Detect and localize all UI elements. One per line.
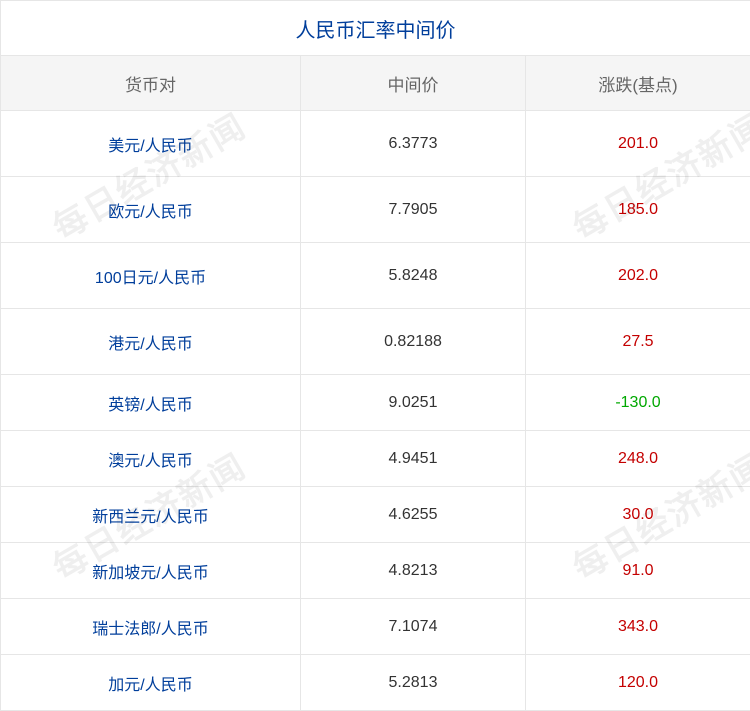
- cell-mid: 0.82188: [301, 309, 526, 375]
- cell-pair: 100日元/人民币: [1, 243, 301, 309]
- table-body: 美元/人民币6.3773201.0欧元/人民币7.7905185.0100日元/…: [1, 111, 750, 711]
- cell-pair: 英镑/人民币: [1, 375, 301, 431]
- cell-change: 343.0: [526, 599, 750, 655]
- cell-change: 201.0: [526, 111, 750, 177]
- cell-pair: 欧元/人民币: [1, 177, 301, 243]
- cell-change: 120.0: [526, 655, 750, 711]
- col-header-mid: 中间价: [301, 56, 526, 111]
- cell-pair: 港元/人民币: [1, 309, 301, 375]
- cell-pair: 加元/人民币: [1, 655, 301, 711]
- cell-change: -130.0: [526, 375, 750, 431]
- cell-change: 185.0: [526, 177, 750, 243]
- header-row: 货币对 中间价 涨跌(基点): [1, 56, 750, 111]
- cell-mid: 7.7905: [301, 177, 526, 243]
- cell-change: 27.5: [526, 309, 750, 375]
- table-row: 加元/人民币5.2813120.0: [1, 655, 750, 711]
- cell-pair: 新西兰元/人民币: [1, 487, 301, 543]
- table-title: 人民币汇率中间价: [1, 1, 750, 56]
- cell-mid: 7.1074: [301, 599, 526, 655]
- cell-mid: 4.8213: [301, 543, 526, 599]
- cell-mid: 9.0251: [301, 375, 526, 431]
- cell-pair: 瑞士法郎/人民币: [1, 599, 301, 655]
- title-row: 人民币汇率中间价: [1, 1, 750, 56]
- cell-change: 202.0: [526, 243, 750, 309]
- cell-mid: 4.6255: [301, 487, 526, 543]
- table-row: 美元/人民币6.3773201.0: [1, 111, 750, 177]
- cell-change: 30.0: [526, 487, 750, 543]
- fx-rate-table: 人民币汇率中间价 货币对 中间价 涨跌(基点) 美元/人民币6.3773201.…: [0, 0, 750, 711]
- cell-mid: 5.8248: [301, 243, 526, 309]
- cell-pair: 新加坡元/人民币: [1, 543, 301, 599]
- table-row: 港元/人民币0.8218827.5: [1, 309, 750, 375]
- table-row: 新加坡元/人民币4.821391.0: [1, 543, 750, 599]
- col-header-change: 涨跌(基点): [526, 56, 750, 111]
- table-row: 新西兰元/人民币4.625530.0: [1, 487, 750, 543]
- cell-mid: 4.9451: [301, 431, 526, 487]
- cell-mid: 5.2813: [301, 655, 526, 711]
- cell-pair: 美元/人民币: [1, 111, 301, 177]
- cell-change: 91.0: [526, 543, 750, 599]
- table-row: 100日元/人民币5.8248202.0: [1, 243, 750, 309]
- table-row: 英镑/人民币9.0251-130.0: [1, 375, 750, 431]
- table-row: 瑞士法郎/人民币7.1074343.0: [1, 599, 750, 655]
- cell-mid: 6.3773: [301, 111, 526, 177]
- col-header-pair: 货币对: [1, 56, 301, 111]
- cell-change: 248.0: [526, 431, 750, 487]
- cell-pair: 澳元/人民币: [1, 431, 301, 487]
- table-row: 欧元/人民币7.7905185.0: [1, 177, 750, 243]
- table-row: 澳元/人民币4.9451248.0: [1, 431, 750, 487]
